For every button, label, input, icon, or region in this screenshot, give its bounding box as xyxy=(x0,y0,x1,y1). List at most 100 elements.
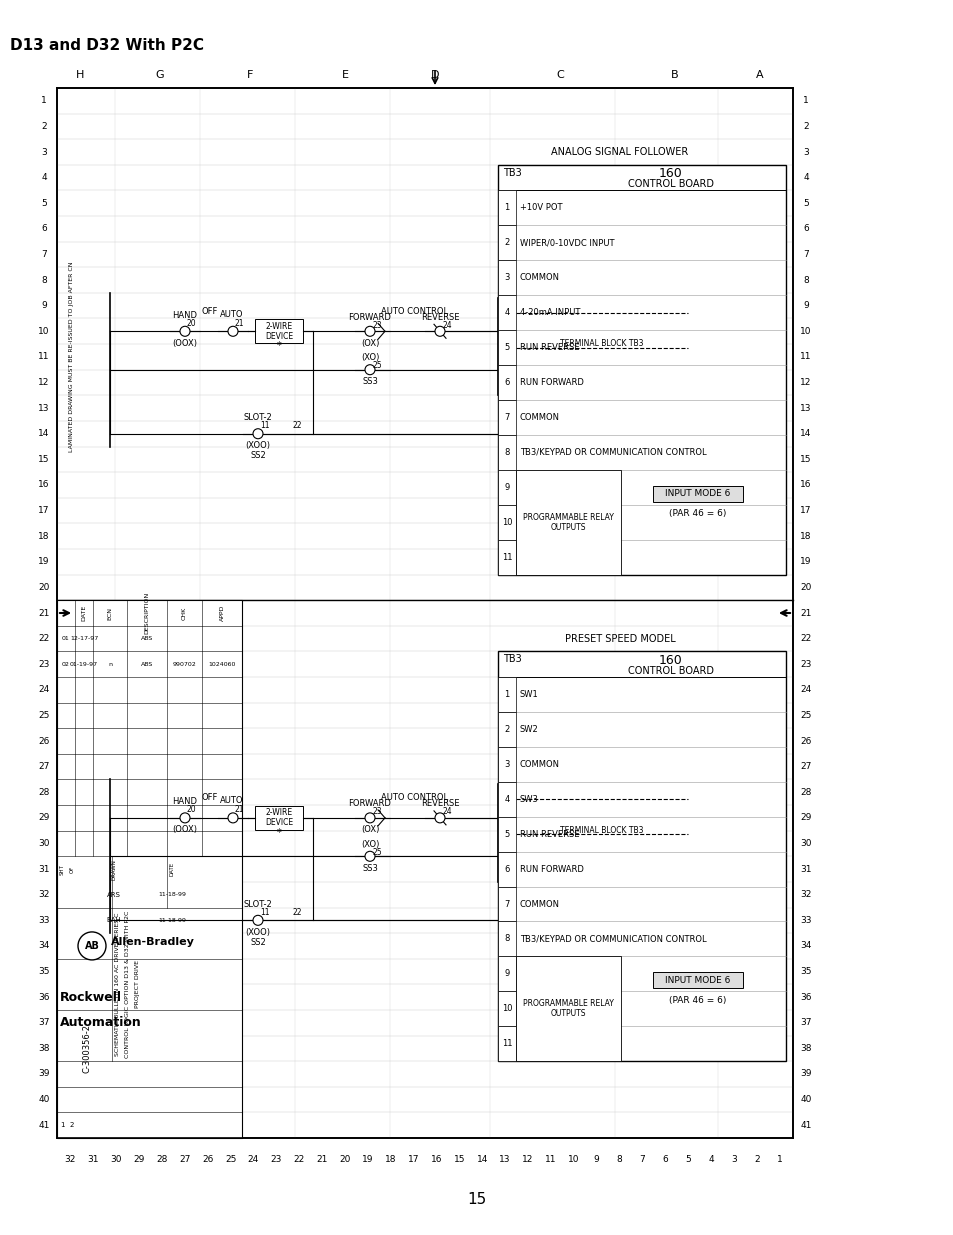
Text: 17: 17 xyxy=(38,506,50,515)
Bar xyxy=(516,469,620,574)
Circle shape xyxy=(253,915,263,925)
Text: 26: 26 xyxy=(202,1156,213,1165)
Text: 9: 9 xyxy=(504,483,509,492)
Circle shape xyxy=(435,326,444,336)
Text: TB3: TB3 xyxy=(502,168,521,178)
Text: 40: 40 xyxy=(38,1095,50,1104)
Circle shape xyxy=(180,326,190,336)
Text: 10: 10 xyxy=(38,327,50,336)
Text: 10: 10 xyxy=(501,517,512,526)
Text: 3: 3 xyxy=(730,1156,736,1165)
Text: 36: 36 xyxy=(800,993,811,1002)
Text: 20: 20 xyxy=(187,319,196,327)
Text: AUTO: AUTO xyxy=(220,797,244,805)
Text: (PAR 46 = 6): (PAR 46 = 6) xyxy=(669,509,726,517)
Text: 26: 26 xyxy=(38,736,50,746)
Text: Rockwell: Rockwell xyxy=(60,990,122,1004)
Text: WIPER/0-10VDC INPUT: WIPER/0-10VDC INPUT xyxy=(519,238,614,247)
Text: TB3/KEYPAD OR COMMUNICATION CONTROL: TB3/KEYPAD OR COMMUNICATION CONTROL xyxy=(519,935,706,944)
Text: 36: 36 xyxy=(38,993,50,1002)
Text: 39: 39 xyxy=(800,1070,811,1078)
Bar xyxy=(497,677,516,711)
Text: 4-20mA INPUT: 4-20mA INPUT xyxy=(519,309,579,317)
Bar xyxy=(497,992,516,1026)
Circle shape xyxy=(365,851,375,861)
Text: 20: 20 xyxy=(187,805,196,814)
Text: SS3: SS3 xyxy=(362,377,377,387)
Text: 24: 24 xyxy=(38,685,50,694)
Text: 29: 29 xyxy=(800,814,811,823)
Text: n: n xyxy=(108,662,112,667)
Text: 35: 35 xyxy=(800,967,811,976)
Text: OFF: OFF xyxy=(202,793,218,803)
Text: ABS: ABS xyxy=(141,662,153,667)
Text: (XO): (XO) xyxy=(360,840,378,848)
Text: 15: 15 xyxy=(467,1193,486,1208)
Text: SLOT-2: SLOT-2 xyxy=(243,900,273,909)
Text: 1024060: 1024060 xyxy=(208,662,235,667)
Text: 24: 24 xyxy=(248,1156,259,1165)
Text: 18: 18 xyxy=(384,1156,396,1165)
Bar xyxy=(497,164,785,574)
Text: 4: 4 xyxy=(41,173,47,182)
Bar xyxy=(497,295,516,330)
Text: 12: 12 xyxy=(38,378,50,387)
Text: AB: AB xyxy=(85,941,99,951)
Text: TB3/KEYPAD OR COMMUNICATION CONTROL: TB3/KEYPAD OR COMMUNICATION CONTROL xyxy=(519,448,706,457)
Bar xyxy=(497,782,516,816)
Text: CONTROL BOARD: CONTROL BOARD xyxy=(627,179,713,189)
Text: SS2: SS2 xyxy=(250,451,266,461)
Text: 16: 16 xyxy=(38,480,50,489)
Bar xyxy=(497,225,516,261)
Text: 19: 19 xyxy=(362,1156,374,1165)
Text: DATE: DATE xyxy=(170,862,174,876)
Text: 12: 12 xyxy=(800,378,811,387)
Text: 2: 2 xyxy=(504,238,509,247)
Text: 25: 25 xyxy=(38,711,50,720)
Text: 25: 25 xyxy=(225,1156,236,1165)
Text: 4: 4 xyxy=(504,795,509,804)
Text: 20: 20 xyxy=(38,583,50,592)
Text: 24: 24 xyxy=(442,321,452,330)
Text: 14: 14 xyxy=(38,430,50,438)
Text: 28: 28 xyxy=(156,1156,168,1165)
Text: 2: 2 xyxy=(504,725,509,734)
Text: 13: 13 xyxy=(800,404,811,412)
Text: 27: 27 xyxy=(179,1156,191,1165)
Text: COMMON: COMMON xyxy=(519,760,559,769)
Text: OFF: OFF xyxy=(202,306,218,316)
Text: 5: 5 xyxy=(504,830,509,839)
Text: F: F xyxy=(247,70,253,80)
Text: 41: 41 xyxy=(800,1120,811,1130)
Text: 990702: 990702 xyxy=(172,662,196,667)
Text: 32: 32 xyxy=(38,890,50,899)
Text: 17: 17 xyxy=(800,506,811,515)
Text: SW2: SW2 xyxy=(519,725,538,734)
Text: 01: 01 xyxy=(62,636,70,641)
Text: SW3: SW3 xyxy=(519,795,538,804)
Text: 1: 1 xyxy=(60,1123,64,1129)
Bar xyxy=(497,435,516,469)
Text: 20: 20 xyxy=(800,583,811,592)
Text: 5: 5 xyxy=(41,199,47,207)
Text: 15: 15 xyxy=(453,1156,464,1165)
Text: RUN FORWARD: RUN FORWARD xyxy=(519,864,583,873)
Text: OUTPUTS: OUTPUTS xyxy=(550,522,586,532)
Text: 3: 3 xyxy=(41,147,47,157)
Text: 4: 4 xyxy=(802,173,808,182)
Text: 10: 10 xyxy=(567,1156,578,1165)
Text: (XO): (XO) xyxy=(360,353,378,362)
Text: 33: 33 xyxy=(800,916,811,925)
Text: 2: 2 xyxy=(70,1123,74,1129)
Text: 2: 2 xyxy=(41,122,47,131)
Circle shape xyxy=(365,813,375,823)
Text: AUTO CONTROL: AUTO CONTROL xyxy=(381,793,448,803)
Text: 21: 21 xyxy=(38,609,50,618)
Text: 5: 5 xyxy=(684,1156,690,1165)
Text: A: A xyxy=(756,70,763,80)
Text: 15: 15 xyxy=(800,454,811,464)
Text: (XOO): (XOO) xyxy=(245,441,271,451)
Text: CHK: CHK xyxy=(182,606,187,620)
Text: 8: 8 xyxy=(504,935,509,944)
Text: 31: 31 xyxy=(38,864,50,873)
